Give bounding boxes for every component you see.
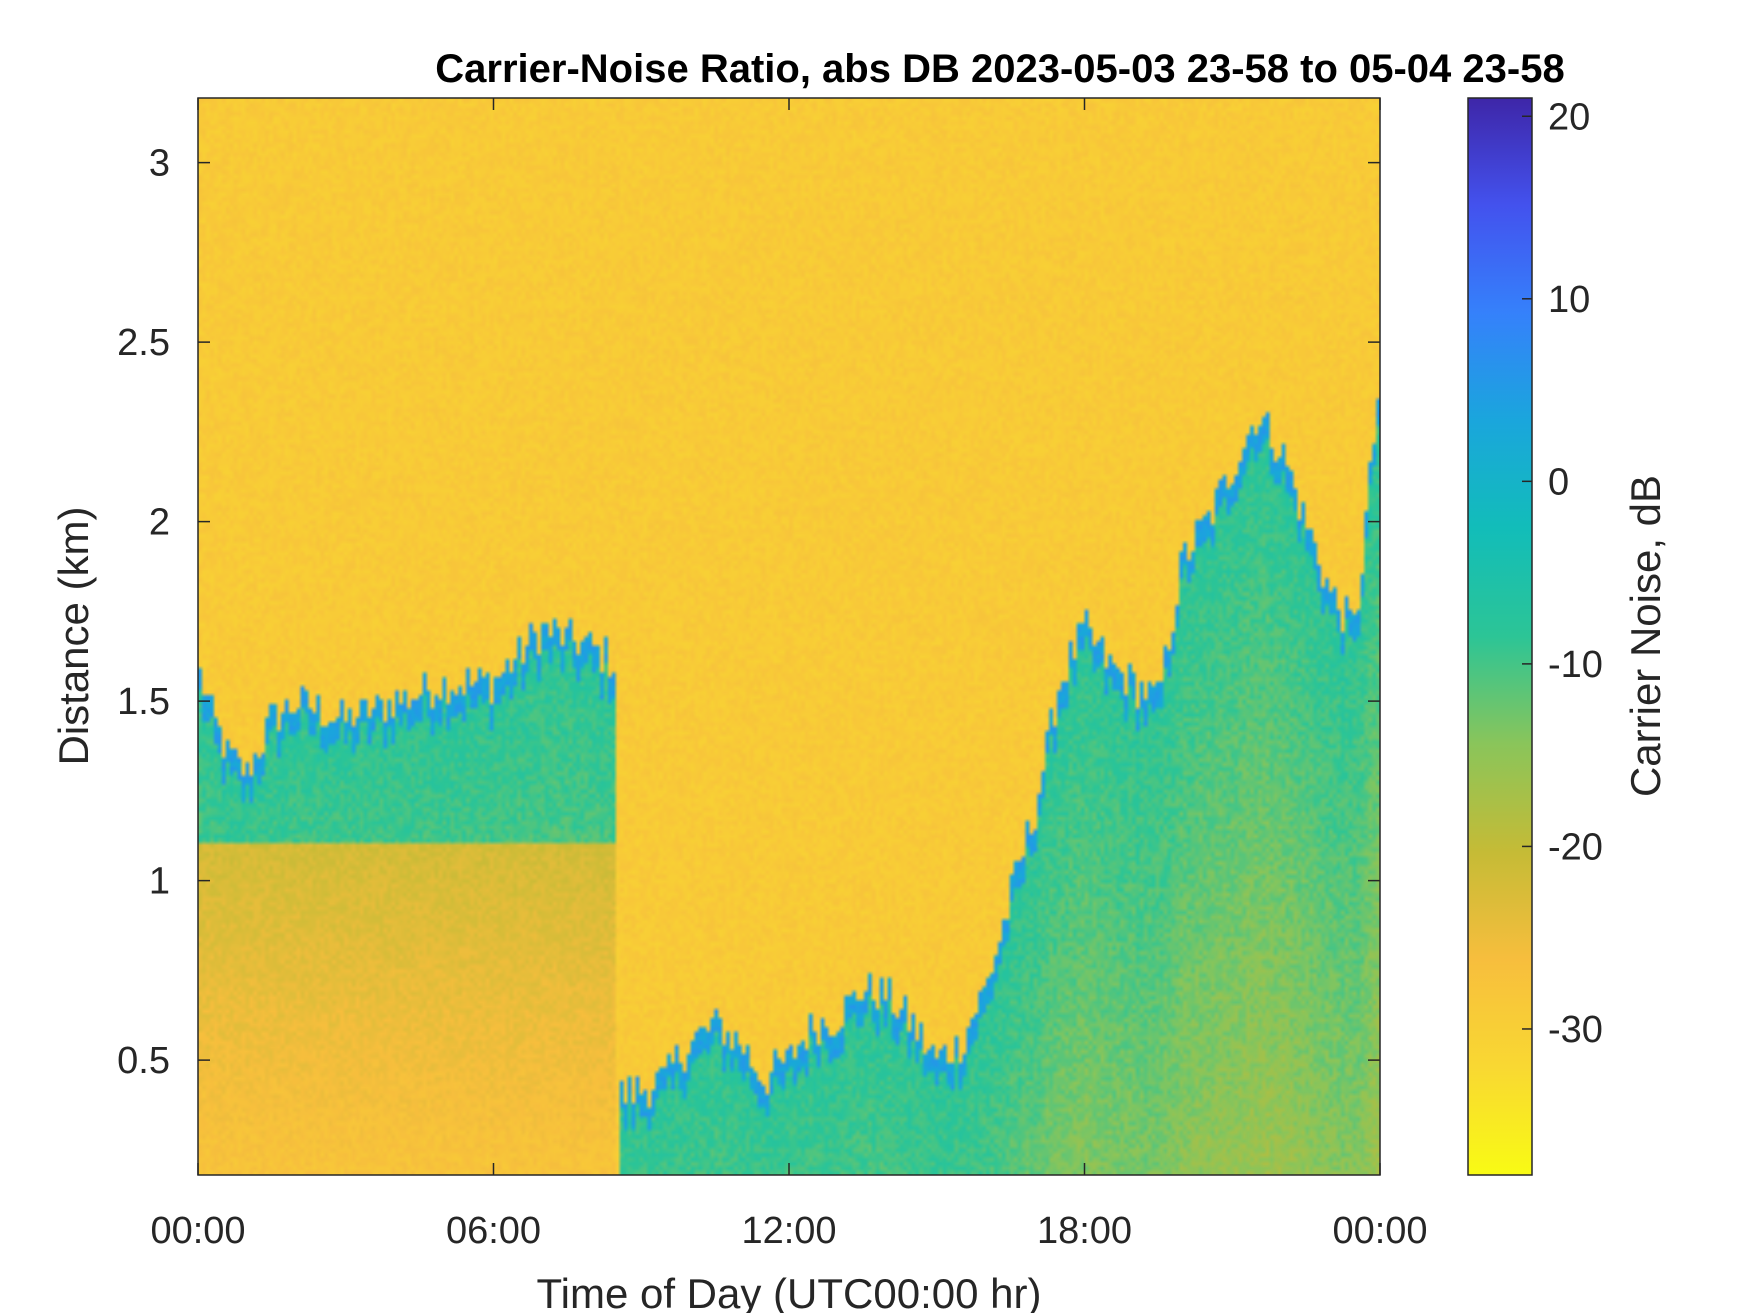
x-tick-label: 00:00 — [1332, 1210, 1427, 1252]
colorbar: 20 10 0 -10 -20 -30 — [1467, 96, 1603, 1176]
colorbar-tick-label: 10 — [1548, 279, 1590, 321]
y-tick-label: 1 — [149, 861, 170, 903]
colorbar-ticks: 20 10 0 -10 -20 -30 — [1522, 96, 1603, 1051]
heatmap-image — [198, 98, 1380, 1175]
colorbar-gradient — [1467, 97, 1533, 1176]
colorbar-tick-label: 20 — [1548, 96, 1590, 138]
plot-area — [197, 97, 1381, 1176]
y-tick-label: 3 — [149, 143, 170, 185]
y-tick-label: 1.5 — [117, 681, 170, 723]
x-axis: 00:00 06:00 12:00 18:00 00:00 — [150, 98, 1428, 1252]
x-tick-label: 06:00 — [446, 1210, 541, 1252]
colorbar-label: Carrier Noise, dB — [1622, 475, 1669, 797]
y-tick-label: 2 — [149, 502, 170, 544]
y-tick-label: 0.5 — [117, 1040, 170, 1082]
colorbar-tick-label: -20 — [1548, 826, 1603, 868]
x-tick-label: 00:00 — [150, 1210, 245, 1252]
colorbar-tick-label: -10 — [1548, 644, 1603, 686]
y-axis: 0.5 1 1.5 2 2.5 3 — [117, 143, 1380, 1082]
x-axis-label: Time of Day (UTC00:00 hr) — [537, 1270, 1042, 1313]
chart-title: Carrier-Noise Ratio, abs DB 2023-05-03 2… — [435, 47, 1564, 91]
y-tick-label: 2.5 — [117, 322, 170, 364]
x-tick-label: 18:00 — [1037, 1210, 1132, 1252]
y-axis-label: Distance (km) — [50, 506, 97, 765]
colorbar-tick-label: -30 — [1548, 1009, 1603, 1051]
colorbar-tick-label: 0 — [1548, 461, 1569, 503]
x-tick-label: 12:00 — [741, 1210, 836, 1252]
